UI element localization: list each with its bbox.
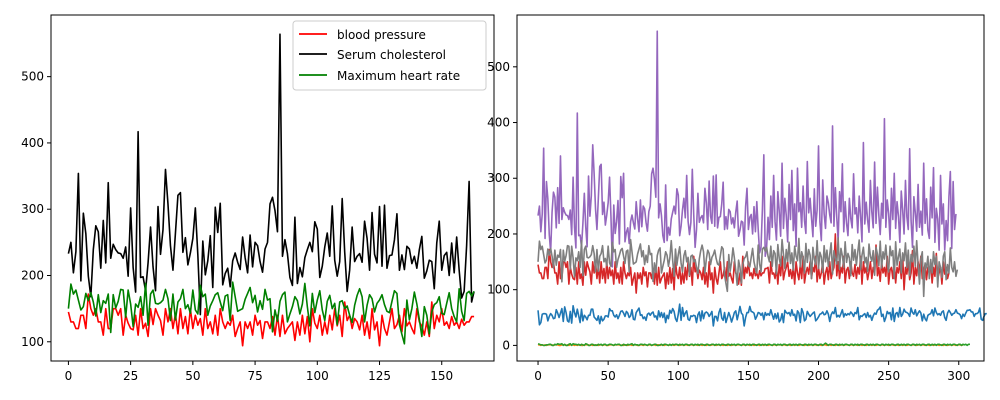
x-tick-label: 200 xyxy=(807,369,830,383)
y-tick-label: 400 xyxy=(487,116,510,130)
chart-left: 0 25 50 75 100 125 150 100 200 300 400 500 blood pr… xyxy=(21,14,495,383)
x-tick-label: 250 xyxy=(877,369,900,383)
x-tick-label: 150 xyxy=(737,369,760,383)
x-tick-label: 100 xyxy=(306,369,329,383)
x-tick-label: 25 xyxy=(123,369,138,383)
x-tick-label: 50 xyxy=(601,369,616,383)
legend-label-blood-pressure: blood pressure xyxy=(337,28,426,42)
axes-frame-right xyxy=(516,14,985,362)
y-tick-label: 0 xyxy=(502,338,510,352)
series-line-right-1 xyxy=(537,303,987,327)
series-line-serum-cholesterol xyxy=(67,33,475,316)
y-tick-label: 100 xyxy=(21,335,44,349)
series-layer-right xyxy=(537,30,987,347)
x-tick-label: 0 xyxy=(65,369,73,383)
legend: blood pressure Serum cholesterol Maximum… xyxy=(292,20,487,91)
y-tick-label: 300 xyxy=(21,202,44,216)
legend-entry-1: blood pressure xyxy=(299,28,426,42)
x-tick-label: 150 xyxy=(430,369,453,383)
axes-frame-left xyxy=(50,14,495,362)
legend-entry-2: Serum cholesterol xyxy=(299,48,446,62)
y-tick-label: 500 xyxy=(21,70,44,84)
x-tick-label: 50 xyxy=(185,369,200,383)
x-tick-label: 100 xyxy=(667,369,690,383)
ticks-layer-left: 0 25 50 75 100 125 150 100 200 300 400 500 xyxy=(21,70,453,383)
y-tick-label: 100 xyxy=(487,283,510,297)
y-tick-label: 200 xyxy=(487,227,510,241)
ticks-layer-right: 0 50 100 150 200 250 300 0 100 200 300 400 500 xyxy=(487,60,970,383)
legend-label-maximum-heart-rate: Maximum heart rate xyxy=(337,69,460,83)
x-tick-label: 300 xyxy=(947,369,970,383)
series-line-maximum-heart-rate xyxy=(67,281,475,345)
series-line-right-5 xyxy=(537,30,957,268)
legend-box xyxy=(292,20,487,91)
legend-label-serum-cholesterol: Serum cholesterol xyxy=(337,48,446,62)
legend-entry-3: Maximum heart rate xyxy=(299,69,460,83)
y-tick-label: 300 xyxy=(487,171,510,185)
series-line-right-6 xyxy=(537,237,959,298)
x-tick-label: 0 xyxy=(534,369,542,383)
chart-right: 0 50 100 150 200 250 300 0 100 200 300 400 500 xyxy=(487,14,987,383)
y-tick-label: 500 xyxy=(487,60,510,74)
y-tick-label: 200 xyxy=(21,268,44,282)
y-tick-label: 400 xyxy=(21,136,44,150)
series-layer-left xyxy=(67,33,475,347)
series-line-right-3 xyxy=(537,342,970,347)
x-tick-label: 75 xyxy=(247,369,262,383)
x-tick-label: 125 xyxy=(368,369,391,383)
